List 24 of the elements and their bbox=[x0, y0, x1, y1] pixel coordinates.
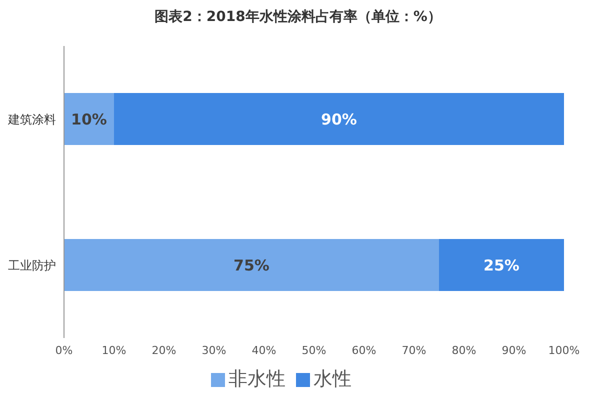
x-tick-label: 60% bbox=[352, 344, 376, 357]
x-tick-label: 40% bbox=[252, 344, 276, 357]
data-label: 10% bbox=[71, 110, 107, 128]
bar bbox=[114, 93, 564, 145]
legend-label: 非水性 bbox=[228, 368, 286, 390]
x-tick-label: 0% bbox=[55, 344, 73, 357]
data-label: 25% bbox=[484, 256, 520, 274]
x-tick-label: 100% bbox=[548, 344, 580, 357]
x-tick-label: 10% bbox=[102, 344, 126, 357]
bar bbox=[439, 239, 564, 291]
bar bbox=[64, 239, 439, 291]
chart-title: 图表2：2018年水性涂料占有率（单位：%） bbox=[154, 8, 442, 26]
x-tick-label: 90% bbox=[502, 344, 526, 357]
data-label: 90% bbox=[321, 110, 357, 128]
x-tick-label: 20% bbox=[152, 344, 176, 357]
y-tick-label: 建筑涂料 bbox=[7, 112, 56, 126]
x-tick-label: 50% bbox=[302, 344, 326, 357]
x-tick-label: 80% bbox=[452, 344, 476, 357]
bar bbox=[64, 93, 114, 145]
x-tick-label: 70% bbox=[402, 344, 426, 357]
data-label: 75% bbox=[234, 256, 270, 274]
x-tick-label: 30% bbox=[202, 344, 226, 357]
legend-label: 水性 bbox=[314, 368, 352, 390]
y-tick-label: 工业防护 bbox=[8, 258, 56, 272]
